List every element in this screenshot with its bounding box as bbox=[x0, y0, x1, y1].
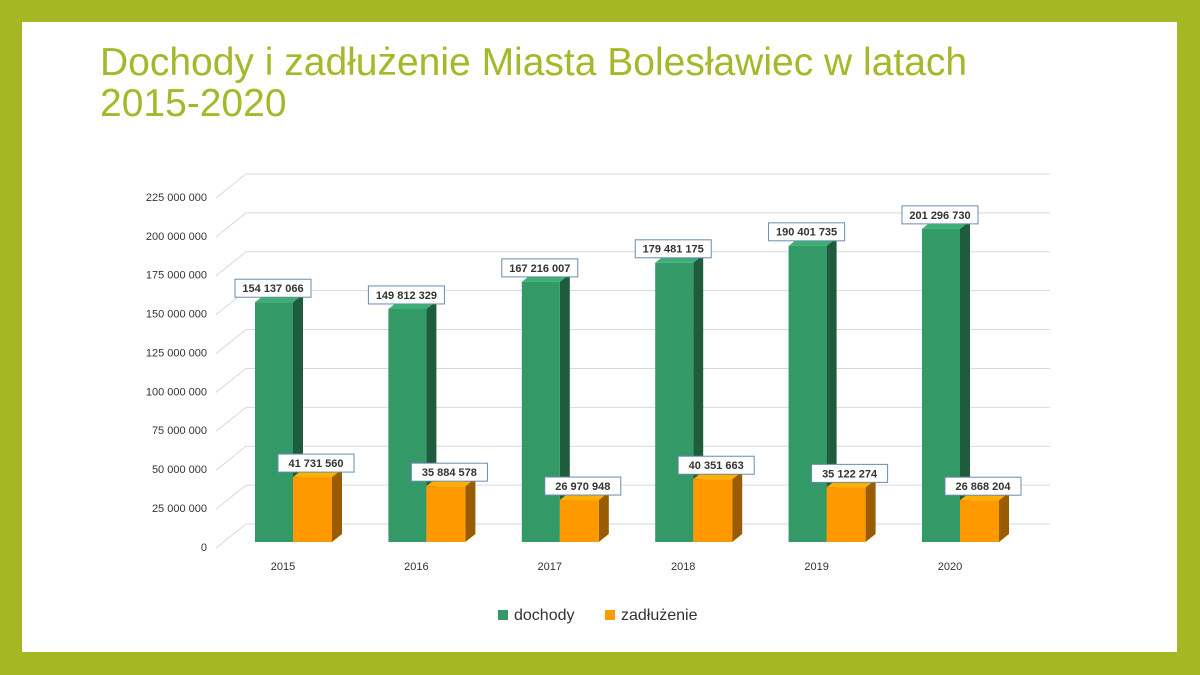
bar-front bbox=[388, 308, 427, 542]
data-label: 201 296 730 bbox=[909, 210, 970, 222]
bar bbox=[826, 479, 876, 542]
data-label-box bbox=[277, 453, 355, 473]
y-tick-label: 50 000 000 bbox=[152, 464, 207, 476]
data-label: 26 868 204 bbox=[955, 481, 1011, 493]
data-label-box bbox=[634, 239, 712, 259]
y-tick-label: 100 000 000 bbox=[146, 386, 207, 398]
legend-swatch bbox=[498, 610, 508, 620]
x-tick-label: 2020 bbox=[938, 561, 962, 573]
x-tick-label: 2019 bbox=[804, 561, 828, 573]
bar bbox=[388, 300, 437, 542]
data-label: 41 731 560 bbox=[288, 458, 343, 470]
legend-swatch bbox=[605, 610, 615, 620]
y-tick-label: 0 bbox=[201, 542, 207, 554]
grid-line-side bbox=[215, 329, 247, 354]
data-label: 26 970 948 bbox=[555, 481, 610, 493]
data-label-box bbox=[901, 205, 979, 225]
bar-side bbox=[559, 273, 570, 542]
bar bbox=[693, 471, 743, 542]
y-tick-label: 125 000 000 bbox=[146, 347, 207, 359]
x-tick-label: 2017 bbox=[538, 561, 562, 573]
bar-side bbox=[732, 471, 743, 542]
grid-line-side bbox=[215, 406, 247, 432]
bar-front bbox=[693, 479, 733, 542]
grid-line-side bbox=[215, 173, 247, 199]
data-label: 154 137 066 bbox=[242, 283, 303, 295]
bar-front bbox=[655, 262, 694, 542]
bar-front bbox=[788, 245, 827, 542]
bar-side bbox=[865, 479, 876, 542]
data-label: 149 812 329 bbox=[376, 290, 437, 302]
bar bbox=[293, 469, 342, 542]
y-tick-label: 150 000 000 bbox=[146, 309, 207, 321]
grid-line-side bbox=[215, 368, 247, 393]
bar-front bbox=[559, 500, 599, 542]
data-label: 40 351 663 bbox=[689, 460, 744, 472]
y-tick-label: 75 000 000 bbox=[152, 425, 207, 437]
data-label-box bbox=[811, 463, 889, 483]
chart-title: Dochody i zadłużenie Miasta Bolesławiec … bbox=[100, 41, 968, 125]
bar-front bbox=[960, 500, 999, 542]
bar-side bbox=[332, 469, 342, 542]
bar bbox=[426, 478, 476, 542]
bar-front bbox=[521, 281, 560, 542]
x-tick-label: 2016 bbox=[404, 561, 428, 573]
slide bbox=[22, 22, 1177, 652]
x-tick-label: 2018 bbox=[671, 561, 695, 573]
data-label-box bbox=[768, 222, 846, 242]
bar bbox=[960, 492, 1009, 542]
y-tick-label: 25 000 000 bbox=[152, 503, 207, 515]
bar-side bbox=[465, 478, 476, 542]
data-label: 35 884 578 bbox=[422, 467, 477, 479]
data-label: 35 122 274 bbox=[822, 468, 878, 480]
grid-line-side bbox=[215, 212, 247, 238]
data-label-box bbox=[544, 476, 622, 496]
bar-side bbox=[598, 492, 609, 542]
data-label: 167 216 007 bbox=[509, 263, 570, 275]
bar-side bbox=[960, 220, 970, 542]
grid-line-side bbox=[215, 484, 247, 510]
y-tick-label: 225 000 000 bbox=[146, 192, 207, 204]
grid-line-side bbox=[215, 523, 247, 549]
data-label-box bbox=[410, 462, 488, 482]
grid-line-side bbox=[215, 251, 247, 277]
data-label-box bbox=[677, 455, 755, 475]
data-label: 179 481 175 bbox=[643, 244, 704, 256]
y-tick-label: 175 000 000 bbox=[146, 270, 207, 282]
bar-front bbox=[426, 486, 466, 542]
bar-front bbox=[826, 487, 866, 542]
data-label-box bbox=[501, 258, 579, 278]
grid-line-side bbox=[215, 445, 247, 471]
legend-label: zadłużenie bbox=[621, 607, 698, 624]
data-label-box bbox=[944, 476, 1022, 496]
legend-label: dochody bbox=[514, 607, 575, 624]
bar-side bbox=[999, 492, 1009, 542]
x-tick-label: 2015 bbox=[271, 561, 295, 573]
bar-front bbox=[293, 477, 332, 542]
y-tick-label: 200 000 000 bbox=[146, 231, 207, 243]
data-label-box bbox=[234, 278, 312, 298]
bar bbox=[559, 492, 609, 542]
data-label-box bbox=[367, 285, 445, 305]
bar-front bbox=[255, 302, 293, 542]
data-label: 190 401 735 bbox=[776, 227, 837, 239]
